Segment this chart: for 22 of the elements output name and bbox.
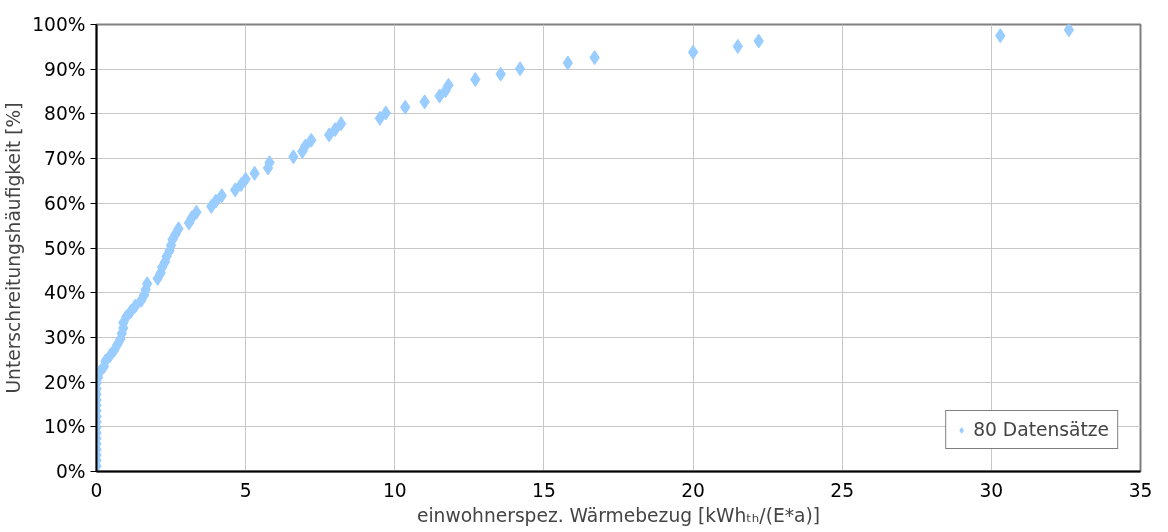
x-axis-title: einwohnerspez. Wärmebezug [kWhₜₕ/(E*a)] <box>416 504 821 526</box>
x-tick-label: 25 <box>830 479 855 501</box>
y-tick-label: 90% <box>44 58 86 80</box>
x-tick-label: 0 <box>90 479 103 501</box>
x-tick-label: 5 <box>239 479 252 501</box>
y-tick-label: 30% <box>44 326 86 348</box>
y-tick-label: 50% <box>44 237 86 259</box>
y-tick-label: 60% <box>44 192 86 214</box>
y-tick-label: 100% <box>32 14 86 35</box>
y-tick-label: 40% <box>44 282 86 304</box>
y-tick-label: 10% <box>44 416 86 438</box>
y-tick-label: 70% <box>44 148 86 170</box>
y-tick-label: 80% <box>44 103 86 125</box>
x-tick-label: 30 <box>979 479 1004 501</box>
x-tick-label: 35 <box>1128 479 1153 501</box>
x-tick-label: 10 <box>382 479 407 501</box>
y-axis-title: Unterschreitungshäufigkeit [%] <box>3 102 25 394</box>
x-tick-label: 20 <box>681 479 705 501</box>
y-tick-label: 0% <box>55 461 86 482</box>
legend-label: 80 Datensätze <box>973 419 1109 440</box>
x-tick-label: 15 <box>532 479 556 501</box>
y-tick-label: 20% <box>44 371 86 393</box>
